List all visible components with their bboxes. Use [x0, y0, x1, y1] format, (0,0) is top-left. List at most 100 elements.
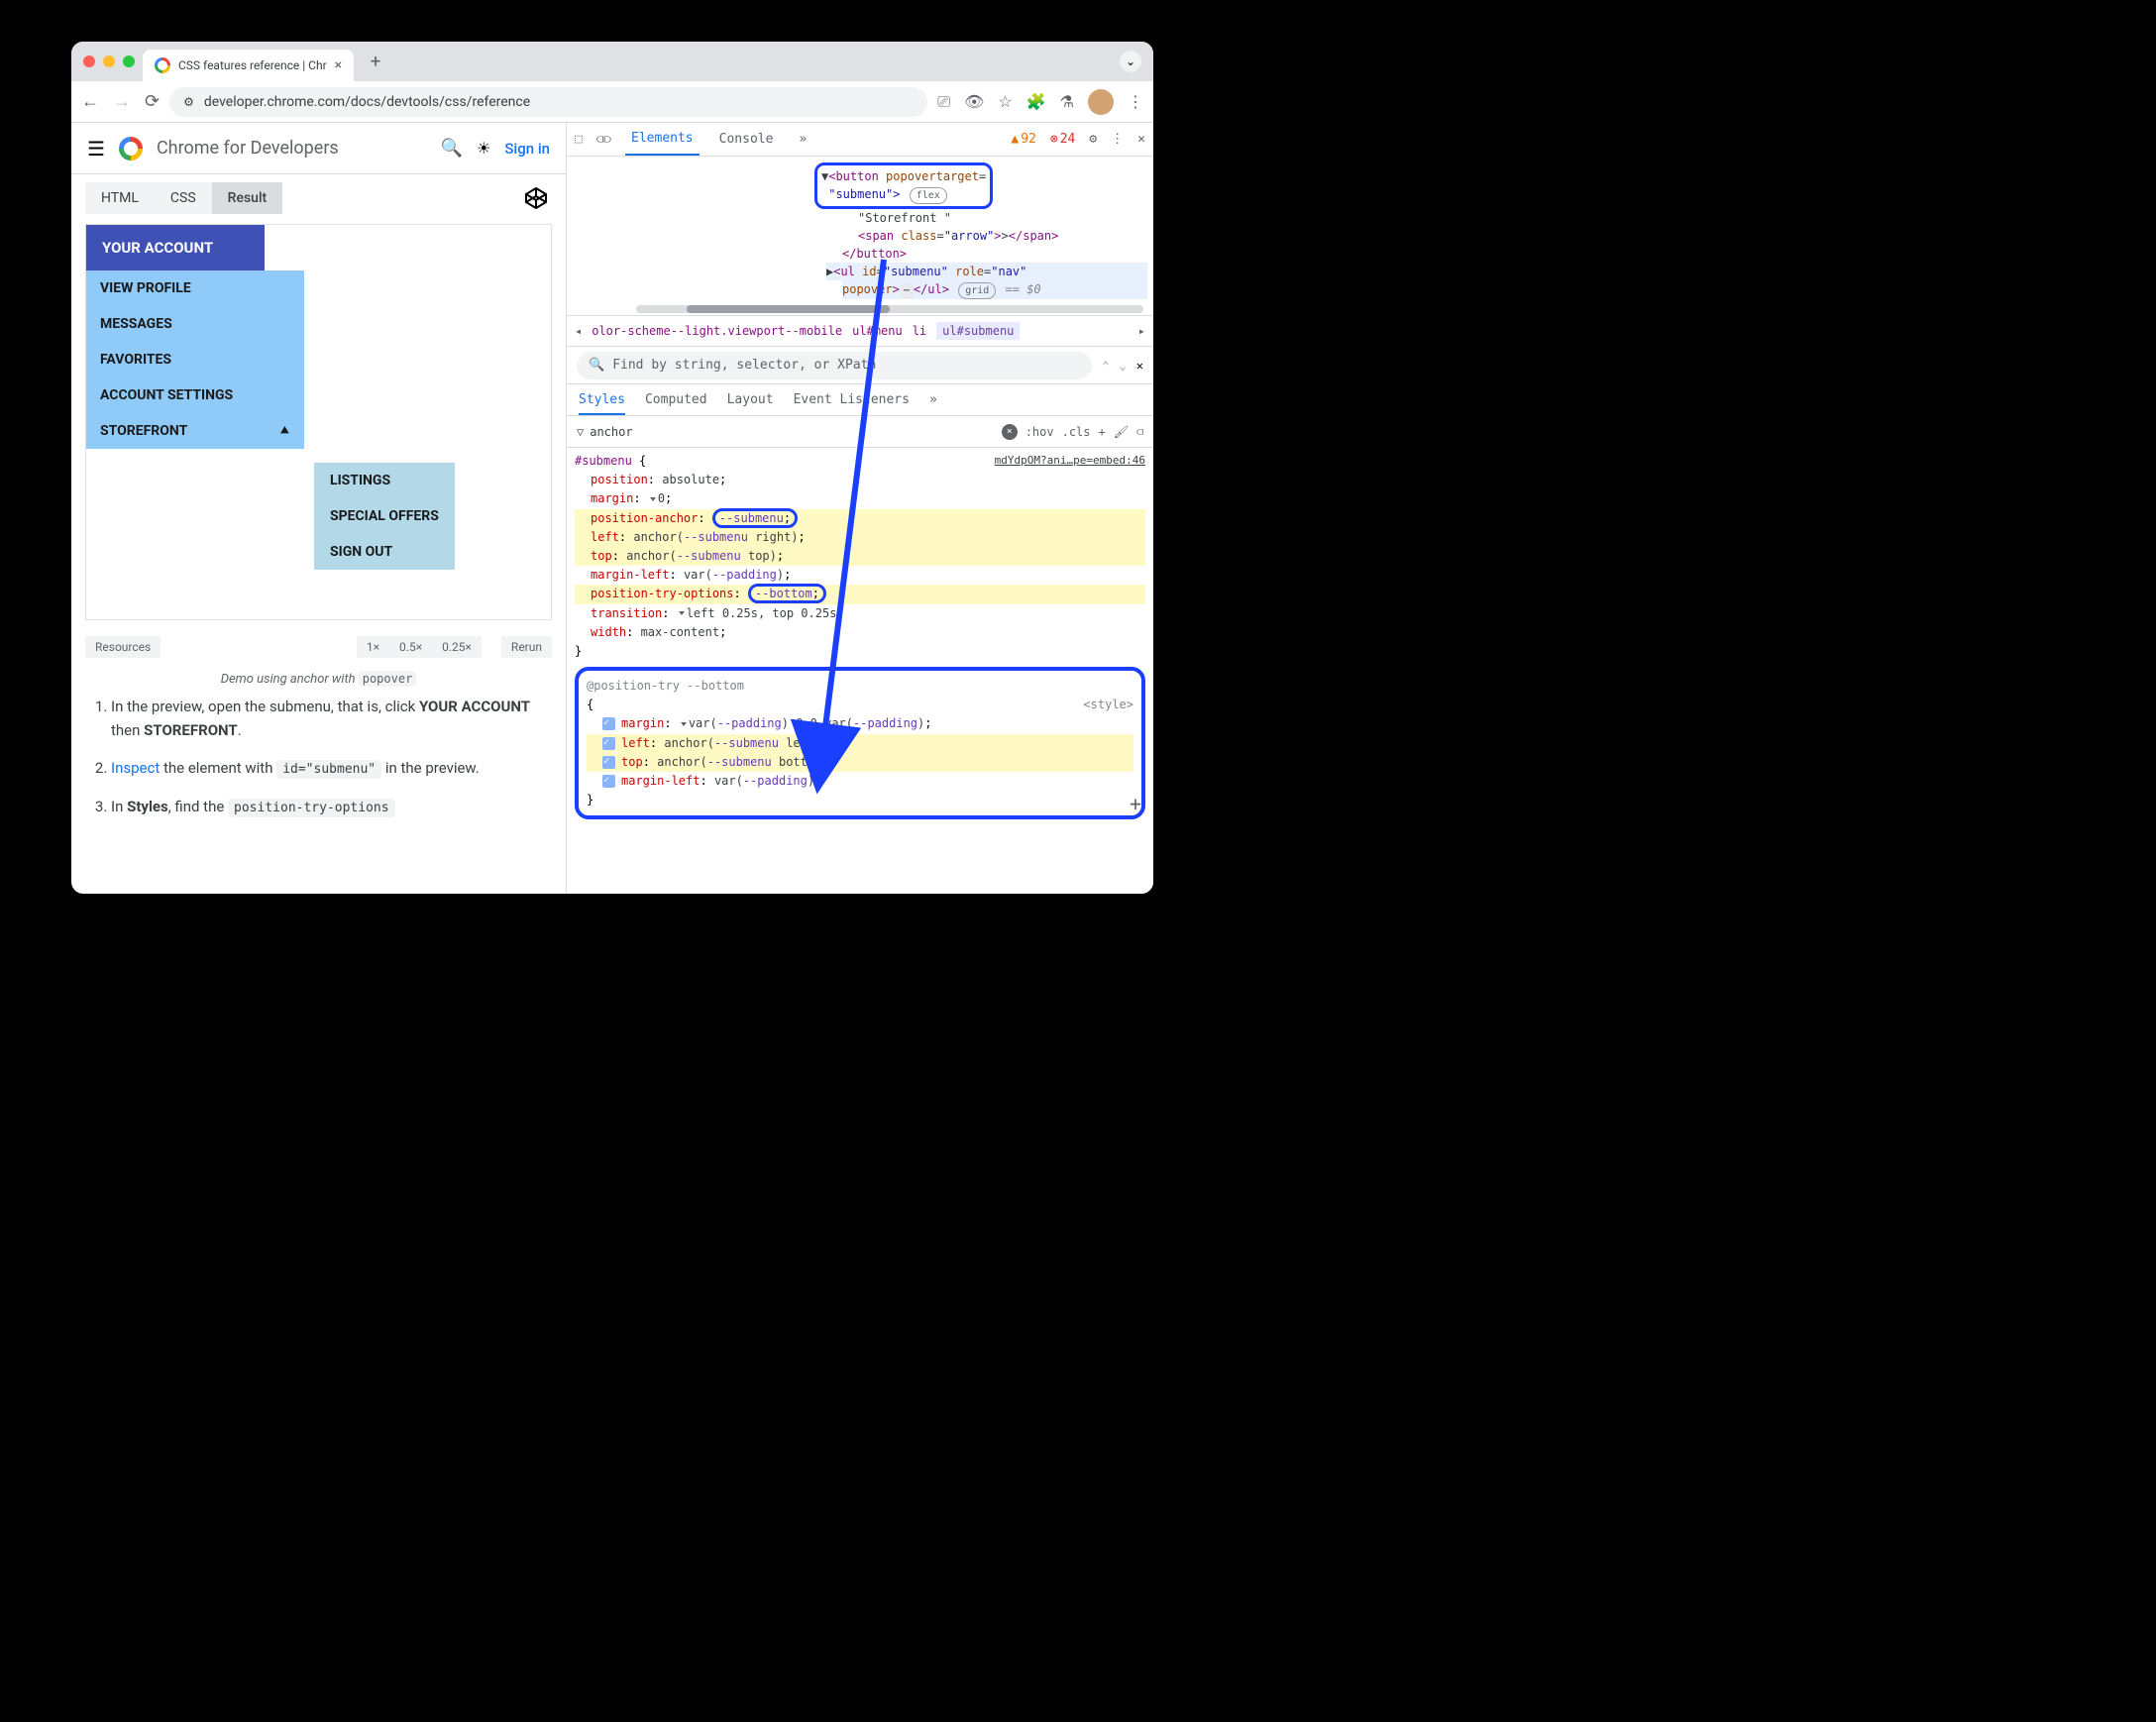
- window-controls[interactable]: [83, 55, 135, 67]
- labs-icon[interactable]: ⚗: [1060, 92, 1074, 111]
- tab-console[interactable]: Console: [713, 123, 780, 156]
- clear-filter-icon[interactable]: ×: [1002, 424, 1018, 440]
- inspect-link[interactable]: Inspect: [111, 759, 160, 777]
- filter-row: ▽ anchor × :hov .cls + 🖌 ⫏: [567, 416, 1153, 448]
- new-rule-icon[interactable]: +: [1099, 425, 1106, 439]
- breadcrumb-next-icon[interactable]: ▸: [1138, 324, 1145, 338]
- tab-elements[interactable]: Elements: [625, 123, 700, 156]
- reload-icon[interactable]: ⟳: [145, 91, 160, 112]
- hamburger-icon[interactable]: ☰: [87, 137, 105, 161]
- devtools-toolbar: ⬚ ⫏⫐ Elements Console » ▲ 92 ⊗ 24 ⚙ ⋮ ✕: [567, 123, 1153, 157]
- menu-icon[interactable]: ⋮: [1128, 92, 1143, 111]
- devtools-panel: ⬚ ⫏⫐ Elements Console » ▲ 92 ⊗ 24 ⚙ ⋮ ✕ …: [567, 123, 1153, 894]
- add-rule-icon[interactable]: +: [1130, 788, 1141, 819]
- back-icon[interactable]: ←: [81, 91, 99, 112]
- url-field[interactable]: ⚙ developer.chrome.com/docs/devtools/css…: [169, 87, 927, 117]
- menu-item-favorites[interactable]: FAVORITES: [86, 342, 304, 377]
- demo-tab-result[interactable]: Result: [212, 182, 283, 214]
- demo-tab-html[interactable]: HTML: [85, 182, 155, 214]
- tab-close-icon[interactable]: ×: [335, 57, 342, 73]
- source-link[interactable]: mdYdpOM?ani…pe=embed:46: [995, 452, 1145, 470]
- find-next-icon[interactable]: ⌄: [1120, 359, 1127, 373]
- tab-computed[interactable]: Computed: [645, 392, 707, 407]
- style-tag-link[interactable]: <style>: [1083, 696, 1133, 714]
- browser-window: CSS features reference | Chr × + ⌄ ← → ⟳…: [71, 42, 1153, 894]
- content-area: ☰ Chrome for Developers 🔍 ☀ Sign in HTML…: [71, 123, 1153, 894]
- computed-toggle-icon[interactable]: ⫏: [1136, 424, 1143, 439]
- breadcrumb-item-selected[interactable]: ul#submenu: [936, 322, 1020, 340]
- zoom-025x[interactable]: 0.25×: [432, 636, 482, 658]
- menu-item-storefront[interactable]: STOREFRONT⯅: [86, 413, 304, 449]
- close-icon[interactable]: [83, 55, 95, 67]
- kebab-icon[interactable]: ⋮: [1111, 132, 1124, 147]
- tab-bar: CSS features reference | Chr × + ⌄: [71, 42, 1153, 81]
- site-settings-icon[interactable]: ⚙: [183, 95, 194, 109]
- search-row: 🔍 Find by string, selector, or XPath ⌃ ⌄…: [567, 347, 1153, 384]
- cast-icon[interactable]: ⎚: [937, 92, 950, 112]
- instructions-list: In the preview, open the submenu, that i…: [71, 695, 566, 843]
- errors-badge[interactable]: ⊗ 24: [1050, 132, 1075, 147]
- dom-tree[interactable]: ▼<button popovertarget= "submenu"> flex …: [567, 157, 1153, 315]
- breadcrumb-item[interactable]: olor-scheme--light.viewport--mobile: [592, 324, 842, 338]
- find-input[interactable]: 🔍 Find by string, selector, or XPath: [577, 352, 1092, 379]
- breadcrumb-prev-icon[interactable]: ◂: [575, 324, 582, 338]
- demo-tab-css[interactable]: CSS: [155, 182, 212, 214]
- zoom-1x[interactable]: 1×: [357, 636, 389, 658]
- tab-styles[interactable]: Styles: [579, 392, 625, 415]
- warnings-badge[interactable]: ▲ 92: [1011, 132, 1035, 147]
- menu-item-profile[interactable]: VIEW PROFILE: [86, 270, 304, 306]
- codepen-icon[interactable]: [524, 186, 548, 210]
- search-placeholder: Find by string, selector, or XPath: [612, 358, 876, 373]
- search-icon: 🔍: [589, 358, 604, 373]
- device-mode-icon[interactable]: ⫏⫐: [596, 132, 611, 147]
- zoom-05x[interactable]: 0.5×: [389, 636, 432, 658]
- instruction-3: In Styles, find the position-try-options: [111, 795, 536, 819]
- close-devtools-icon[interactable]: ✕: [1137, 132, 1145, 147]
- menu-item-settings[interactable]: ACCOUNT SETTINGS: [86, 377, 304, 413]
- menu-item-messages[interactable]: MESSAGES: [86, 306, 304, 342]
- find-close-icon[interactable]: ✕: [1136, 359, 1143, 373]
- site-title: Chrome for Developers: [157, 138, 339, 159]
- find-prev-icon[interactable]: ⌃: [1102, 359, 1109, 373]
- breadcrumb-item[interactable]: li: [913, 324, 926, 338]
- incognito-icon[interactable]: 👁: [964, 92, 984, 111]
- submenu-signout[interactable]: SIGN OUT: [314, 534, 455, 570]
- site-header: ☰ Chrome for Developers 🔍 ☀ Sign in: [71, 123, 566, 174]
- tab-listeners[interactable]: Event Listeners: [794, 392, 910, 407]
- gear-icon[interactable]: ⚙: [1089, 132, 1097, 147]
- url-text: developer.chrome.com/docs/devtools/css/r…: [204, 94, 530, 110]
- instruction-2: Inspect the element with id="submenu" in…: [111, 756, 536, 781]
- breadcrumb[interactable]: ◂ olor-scheme--light.viewport--mobile ul…: [567, 315, 1153, 347]
- breadcrumb-item[interactable]: ul#menu: [852, 324, 903, 338]
- inspect-element-icon[interactable]: ⬚: [575, 132, 583, 147]
- extensions-icon[interactable]: 🧩: [1026, 92, 1046, 111]
- tabs-dropdown-icon[interactable]: ⌄: [1120, 51, 1141, 72]
- chrome-favicon-icon: [155, 57, 170, 73]
- demo-preview: YOUR ACCOUNT VIEW PROFILE MESSAGES FAVOR…: [85, 224, 552, 620]
- theme-icon[interactable]: ☀: [477, 139, 490, 158]
- cls-button[interactable]: .cls: [1062, 425, 1091, 439]
- rerun-button[interactable]: Rerun: [501, 636, 552, 658]
- maximize-icon[interactable]: [123, 55, 135, 67]
- bookmark-icon[interactable]: ☆: [998, 92, 1012, 111]
- css-rules-pane[interactable]: mdYdpOM?ani…pe=embed:46 #submenu { posit…: [567, 448, 1153, 823]
- tab-layout[interactable]: Layout: [727, 392, 774, 407]
- tab-more[interactable]: »: [793, 123, 812, 156]
- new-tab-button[interactable]: +: [362, 52, 389, 72]
- search-icon[interactable]: 🔍: [441, 138, 463, 159]
- resources-button[interactable]: Resources: [85, 636, 161, 658]
- demo-embed: HTML CSS Result YOUR ACCOUNT VIEW PROFIL…: [71, 174, 566, 664]
- paint-icon[interactable]: 🖌: [1114, 425, 1129, 439]
- submenu-offers[interactable]: SPECIAL OFFERS: [314, 498, 455, 534]
- minimize-icon[interactable]: [103, 55, 115, 67]
- page-content: ☰ Chrome for Developers 🔍 ☀ Sign in HTML…: [71, 123, 567, 894]
- menu-your-account[interactable]: YOUR ACCOUNT: [86, 225, 265, 270]
- filter-input[interactable]: ▽ anchor: [577, 425, 994, 439]
- tab-styles-more[interactable]: »: [929, 392, 937, 407]
- signin-link[interactable]: Sign in: [504, 140, 550, 158]
- forward-icon[interactable]: →: [113, 91, 131, 112]
- hov-button[interactable]: :hov: [1025, 425, 1054, 439]
- avatar[interactable]: [1088, 89, 1114, 115]
- submenu-listings[interactable]: LISTINGS: [314, 463, 455, 498]
- browser-tab[interactable]: CSS features reference | Chr ×: [143, 50, 354, 81]
